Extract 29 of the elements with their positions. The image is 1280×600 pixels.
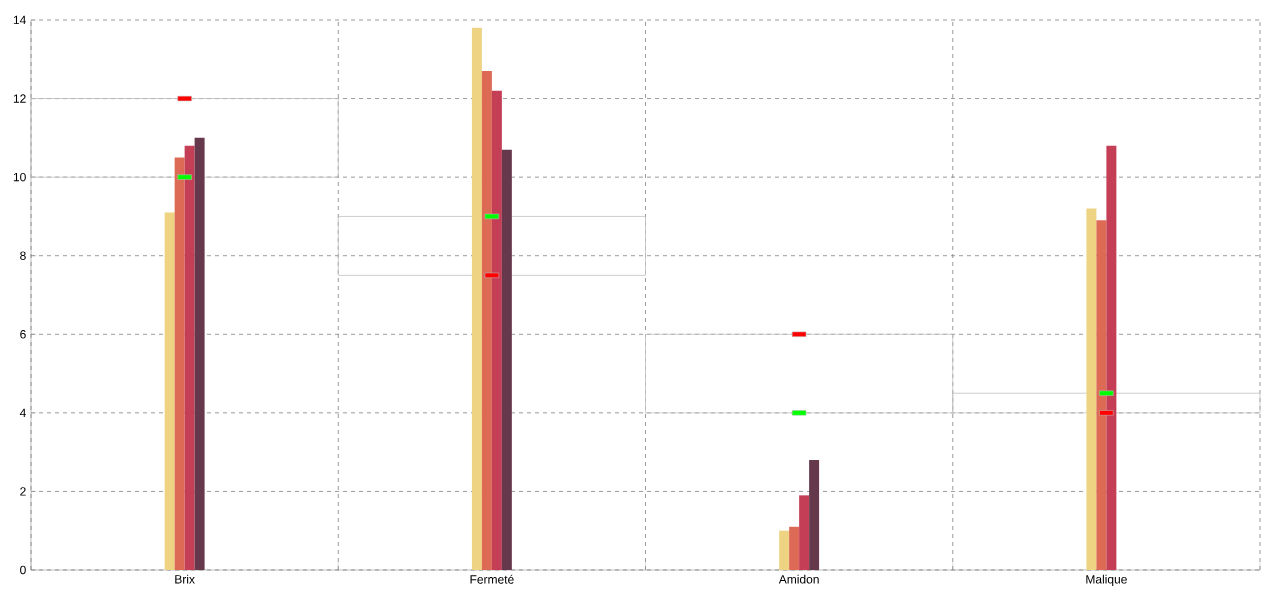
bar (809, 460, 820, 570)
bar (194, 137, 205, 570)
y-tick-label: 4 (19, 408, 26, 417)
y-tick-label: 0 (20, 565, 26, 575)
y-tick-label: 14 (13, 15, 26, 25)
y-tick-label: 12 (13, 94, 26, 103)
bar (789, 526, 800, 570)
bar (471, 27, 482, 570)
bar (779, 530, 790, 570)
bar (1096, 220, 1107, 570)
bar (481, 71, 492, 570)
bar (30, 98, 339, 178)
y-tick-label: 2 (20, 487, 26, 496)
x-tick-label: Amidon (778, 574, 819, 584)
y-tick-label: 8 (20, 251, 26, 260)
bar (1086, 208, 1097, 570)
bar (799, 495, 810, 570)
bar (501, 149, 512, 570)
x-tick-label: Malique (1086, 574, 1127, 586)
bar (491, 90, 502, 570)
bar (174, 157, 185, 570)
bar (184, 145, 195, 570)
bar (1106, 145, 1117, 570)
bar (337, 216, 646, 276)
y-tick-label: 6 (20, 330, 26, 339)
x-tick-label: Fermeté (470, 574, 514, 584)
bar (164, 212, 175, 570)
x-tick-label: Brix (175, 574, 195, 584)
y-tick-label: 10 (13, 172, 26, 182)
